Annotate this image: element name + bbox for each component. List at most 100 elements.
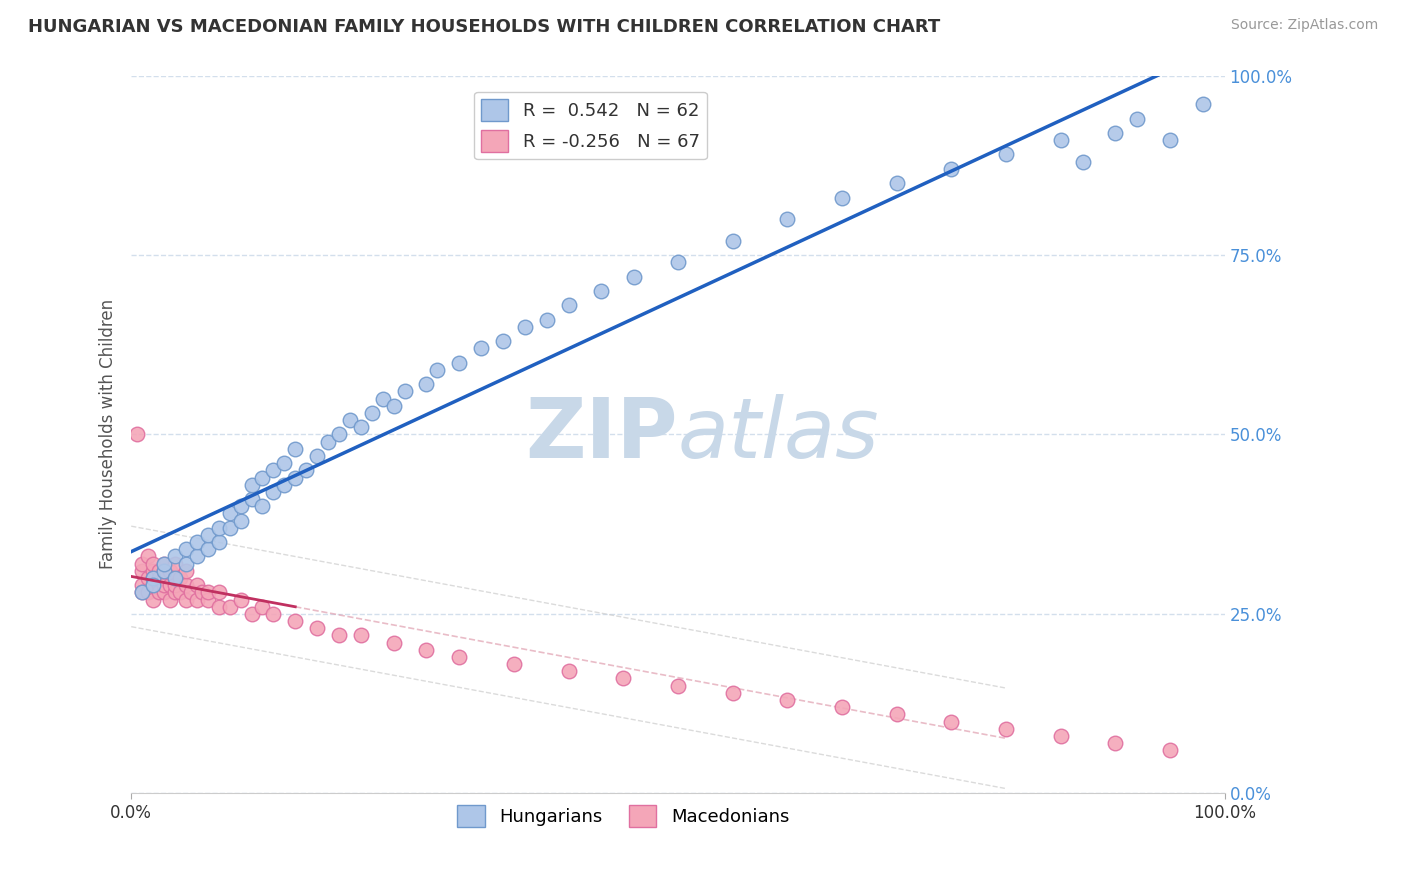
Point (307, 621, 329, 635)
Point (831, 190, 853, 204)
Point (197, 528, 219, 542)
Point (208, 535, 231, 549)
Point (174, 557, 197, 571)
Point (492, 334, 515, 348)
Point (218, 521, 240, 535)
Point (284, 470, 307, 484)
Point (513, 319, 536, 334)
Point (240, 477, 263, 491)
Point (415, 642, 437, 657)
Point (169, 585, 191, 599)
Point (295, 463, 318, 477)
Point (159, 578, 181, 592)
Point (1159, 133, 1181, 147)
Point (218, 507, 240, 521)
Point (229, 514, 252, 528)
Point (252, 599, 274, 614)
Point (163, 549, 186, 564)
Point (350, 628, 373, 642)
Point (131, 585, 153, 599)
Point (262, 463, 284, 477)
Point (174, 592, 197, 607)
Text: HUNGARIAN VS MACEDONIAN FAMILY HOUSEHOLDS WITH CHILDREN CORRELATION CHART: HUNGARIAN VS MACEDONIAN FAMILY HOUSEHOLD… (28, 18, 941, 36)
Point (557, 665, 579, 679)
Point (1104, 126, 1126, 140)
Point (240, 491, 263, 506)
Point (174, 578, 197, 592)
Point (776, 693, 799, 707)
Legend: Hungarians, Macedonians: Hungarians, Macedonians (450, 798, 796, 835)
Point (666, 255, 689, 269)
Point (1104, 736, 1126, 750)
Point (131, 557, 153, 571)
Point (316, 434, 339, 449)
Point (995, 147, 1018, 161)
Point (1049, 133, 1071, 147)
Point (339, 413, 361, 427)
Point (776, 212, 799, 227)
Point (415, 377, 437, 392)
Point (142, 564, 165, 578)
Point (163, 571, 186, 585)
Point (1159, 743, 1181, 757)
Point (131, 578, 153, 592)
Point (886, 176, 908, 190)
Point (142, 578, 165, 592)
Point (470, 341, 492, 355)
Text: atlas: atlas (678, 394, 880, 475)
Point (153, 571, 176, 585)
Point (284, 442, 307, 456)
Point (307, 449, 329, 463)
Point (394, 384, 416, 399)
Point (163, 571, 186, 585)
Point (1126, 112, 1149, 126)
Point (191, 585, 214, 599)
Point (180, 585, 202, 599)
Point (273, 477, 295, 491)
Point (163, 585, 186, 599)
Point (136, 549, 159, 564)
Point (328, 628, 350, 642)
Point (371, 392, 394, 406)
Point (197, 542, 219, 557)
Point (142, 571, 165, 585)
Point (174, 542, 197, 557)
Point (831, 700, 853, 714)
Point (131, 564, 153, 578)
Point (262, 484, 284, 499)
Point (536, 312, 558, 326)
Point (136, 571, 159, 585)
Point (142, 571, 165, 585)
Point (174, 564, 197, 578)
Point (591, 284, 613, 298)
Point (197, 592, 219, 607)
Point (382, 635, 405, 649)
Point (136, 585, 159, 599)
Point (142, 578, 165, 592)
Text: ZIP: ZIP (526, 394, 678, 475)
Point (382, 399, 405, 413)
Point (284, 614, 307, 628)
Point (1192, 97, 1215, 112)
Point (360, 406, 382, 420)
Point (612, 672, 634, 686)
Point (1049, 729, 1071, 743)
Point (186, 549, 208, 564)
Point (208, 599, 231, 614)
Point (163, 578, 186, 592)
Point (186, 535, 208, 549)
Point (426, 363, 449, 377)
Point (153, 557, 176, 571)
Point (557, 298, 579, 312)
Point (153, 564, 176, 578)
Point (252, 470, 274, 484)
Point (995, 722, 1018, 736)
Point (153, 585, 176, 599)
Text: Source: ZipAtlas.com: Source: ZipAtlas.com (1230, 18, 1378, 32)
Point (159, 592, 181, 607)
Point (148, 585, 170, 599)
Point (229, 500, 252, 514)
Point (886, 707, 908, 722)
Point (229, 592, 252, 607)
Point (142, 557, 165, 571)
